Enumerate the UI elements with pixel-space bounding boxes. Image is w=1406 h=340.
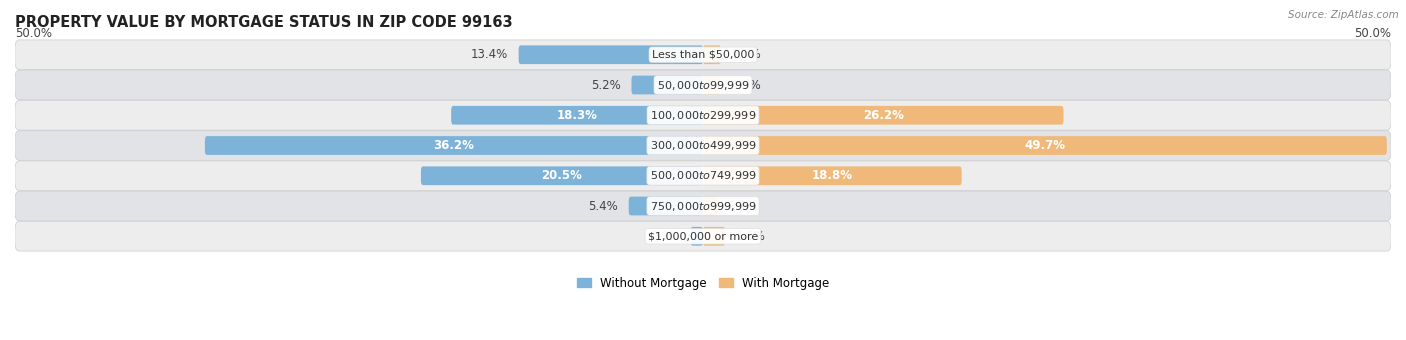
Text: 1.6%: 1.6% bbox=[735, 230, 766, 243]
FancyBboxPatch shape bbox=[420, 166, 703, 185]
Text: 50.0%: 50.0% bbox=[15, 27, 52, 40]
FancyBboxPatch shape bbox=[628, 197, 703, 216]
Text: $750,000 to $999,999: $750,000 to $999,999 bbox=[650, 200, 756, 212]
Text: 26.2%: 26.2% bbox=[863, 109, 904, 122]
FancyBboxPatch shape bbox=[631, 75, 703, 95]
Text: 13.4%: 13.4% bbox=[471, 48, 508, 61]
FancyBboxPatch shape bbox=[703, 136, 1386, 155]
FancyBboxPatch shape bbox=[703, 45, 721, 64]
Text: 1.1%: 1.1% bbox=[730, 200, 759, 212]
FancyBboxPatch shape bbox=[15, 40, 1391, 70]
Text: $50,000 to $99,999: $50,000 to $99,999 bbox=[657, 79, 749, 91]
Text: $100,000 to $299,999: $100,000 to $299,999 bbox=[650, 109, 756, 122]
Text: Source: ZipAtlas.com: Source: ZipAtlas.com bbox=[1288, 10, 1399, 20]
Text: $300,000 to $499,999: $300,000 to $499,999 bbox=[650, 139, 756, 152]
Text: 5.2%: 5.2% bbox=[591, 79, 620, 91]
Text: 5.4%: 5.4% bbox=[588, 200, 617, 212]
Text: 0.9%: 0.9% bbox=[650, 230, 679, 243]
Text: 1.3%: 1.3% bbox=[733, 79, 762, 91]
FancyBboxPatch shape bbox=[519, 45, 703, 64]
Text: Less than $50,000: Less than $50,000 bbox=[652, 50, 754, 60]
FancyBboxPatch shape bbox=[451, 106, 703, 125]
Text: 49.7%: 49.7% bbox=[1025, 139, 1066, 152]
Text: $500,000 to $749,999: $500,000 to $749,999 bbox=[650, 169, 756, 182]
FancyBboxPatch shape bbox=[15, 221, 1391, 251]
FancyBboxPatch shape bbox=[703, 75, 721, 95]
Text: PROPERTY VALUE BY MORTGAGE STATUS IN ZIP CODE 99163: PROPERTY VALUE BY MORTGAGE STATUS IN ZIP… bbox=[15, 15, 513, 30]
FancyBboxPatch shape bbox=[703, 166, 962, 185]
Text: 36.2%: 36.2% bbox=[433, 139, 474, 152]
FancyBboxPatch shape bbox=[703, 197, 718, 216]
FancyBboxPatch shape bbox=[205, 136, 703, 155]
FancyBboxPatch shape bbox=[15, 191, 1391, 221]
Text: $1,000,000 or more: $1,000,000 or more bbox=[648, 231, 758, 241]
FancyBboxPatch shape bbox=[15, 70, 1391, 100]
FancyBboxPatch shape bbox=[690, 227, 703, 245]
Text: 18.8%: 18.8% bbox=[811, 169, 853, 182]
Legend: Without Mortgage, With Mortgage: Without Mortgage, With Mortgage bbox=[572, 272, 834, 294]
FancyBboxPatch shape bbox=[703, 106, 1063, 125]
Text: 20.5%: 20.5% bbox=[541, 169, 582, 182]
Text: 18.3%: 18.3% bbox=[557, 109, 598, 122]
FancyBboxPatch shape bbox=[15, 131, 1391, 160]
FancyBboxPatch shape bbox=[703, 227, 725, 245]
FancyBboxPatch shape bbox=[15, 161, 1391, 191]
FancyBboxPatch shape bbox=[15, 100, 1391, 130]
Text: 50.0%: 50.0% bbox=[1354, 27, 1391, 40]
Text: 1.3%: 1.3% bbox=[733, 48, 762, 61]
